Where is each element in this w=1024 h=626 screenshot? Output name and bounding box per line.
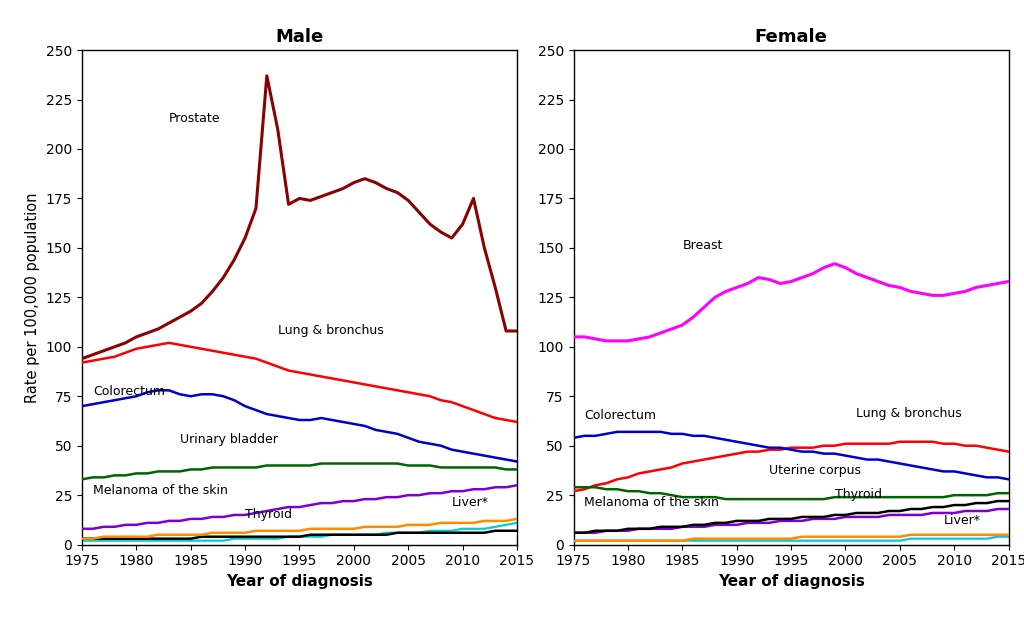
Y-axis label: Rate per 100,000 population: Rate per 100,000 population [26, 192, 40, 403]
Text: Liver*: Liver* [452, 496, 488, 509]
Text: Lung & bronchus: Lung & bronchus [856, 407, 963, 420]
Text: Melanoma of the skin: Melanoma of the skin [585, 496, 719, 509]
Text: Thyroid: Thyroid [245, 508, 292, 521]
Text: Colorectum: Colorectum [93, 385, 165, 398]
X-axis label: Year of diagnosis: Year of diagnosis [718, 574, 864, 589]
Text: Urinary bladder: Urinary bladder [180, 433, 278, 446]
Text: Colorectum: Colorectum [585, 409, 656, 422]
Text: Prostate: Prostate [169, 112, 220, 125]
Text: Melanoma of the skin: Melanoma of the skin [93, 484, 227, 497]
Title: Female: Female [755, 28, 827, 46]
Text: Liver*: Liver* [943, 514, 980, 527]
Text: Thyroid: Thyroid [835, 488, 882, 501]
Title: Male: Male [275, 28, 324, 46]
X-axis label: Year of diagnosis: Year of diagnosis [226, 574, 373, 589]
Text: Breast: Breast [682, 239, 723, 252]
Text: Uterine corpus: Uterine corpus [769, 464, 861, 478]
Text: Lung & bronchus: Lung & bronchus [278, 324, 383, 337]
